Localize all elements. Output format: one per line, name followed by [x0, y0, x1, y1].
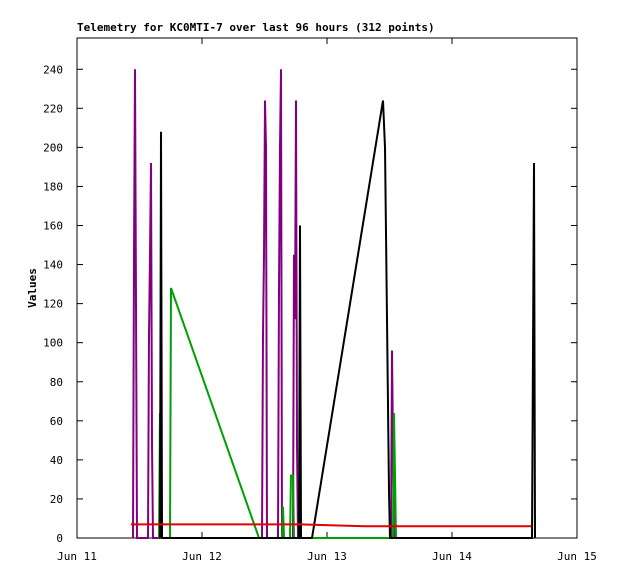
x-tick-label: Jun 13 — [307, 550, 347, 563]
y-tick-label: 100 — [43, 337, 63, 350]
x-tick-label: Jun 15 — [557, 550, 597, 563]
y-tick-label: 180 — [43, 180, 63, 193]
x-tick-label: Jun 12 — [182, 550, 222, 563]
series-line — [132, 69, 395, 539]
y-tick-label: 120 — [43, 298, 63, 311]
chart-title: Telemetry for KC0MTI-7 over last 96 hour… — [77, 21, 435, 34]
y-tick-label: 40 — [50, 454, 63, 467]
y-tick-label: 140 — [43, 259, 63, 272]
y-tick-label: 0 — [56, 532, 63, 545]
y-tick-label: 200 — [43, 141, 63, 154]
y-tick-label: 60 — [50, 415, 63, 428]
y-axis-label: Values — [26, 268, 39, 308]
series-line — [131, 523, 531, 528]
x-tick-label: Jun 11 — [57, 550, 97, 563]
y-tick-label: 160 — [43, 220, 63, 233]
y-tick-label: 220 — [43, 102, 63, 115]
x-tick-label: Jun 14 — [432, 550, 472, 563]
y-tick-label: 80 — [50, 376, 63, 389]
series-line — [159, 100, 536, 539]
y-tick-label: 240 — [43, 63, 63, 76]
y-tick-label: 20 — [50, 493, 63, 506]
